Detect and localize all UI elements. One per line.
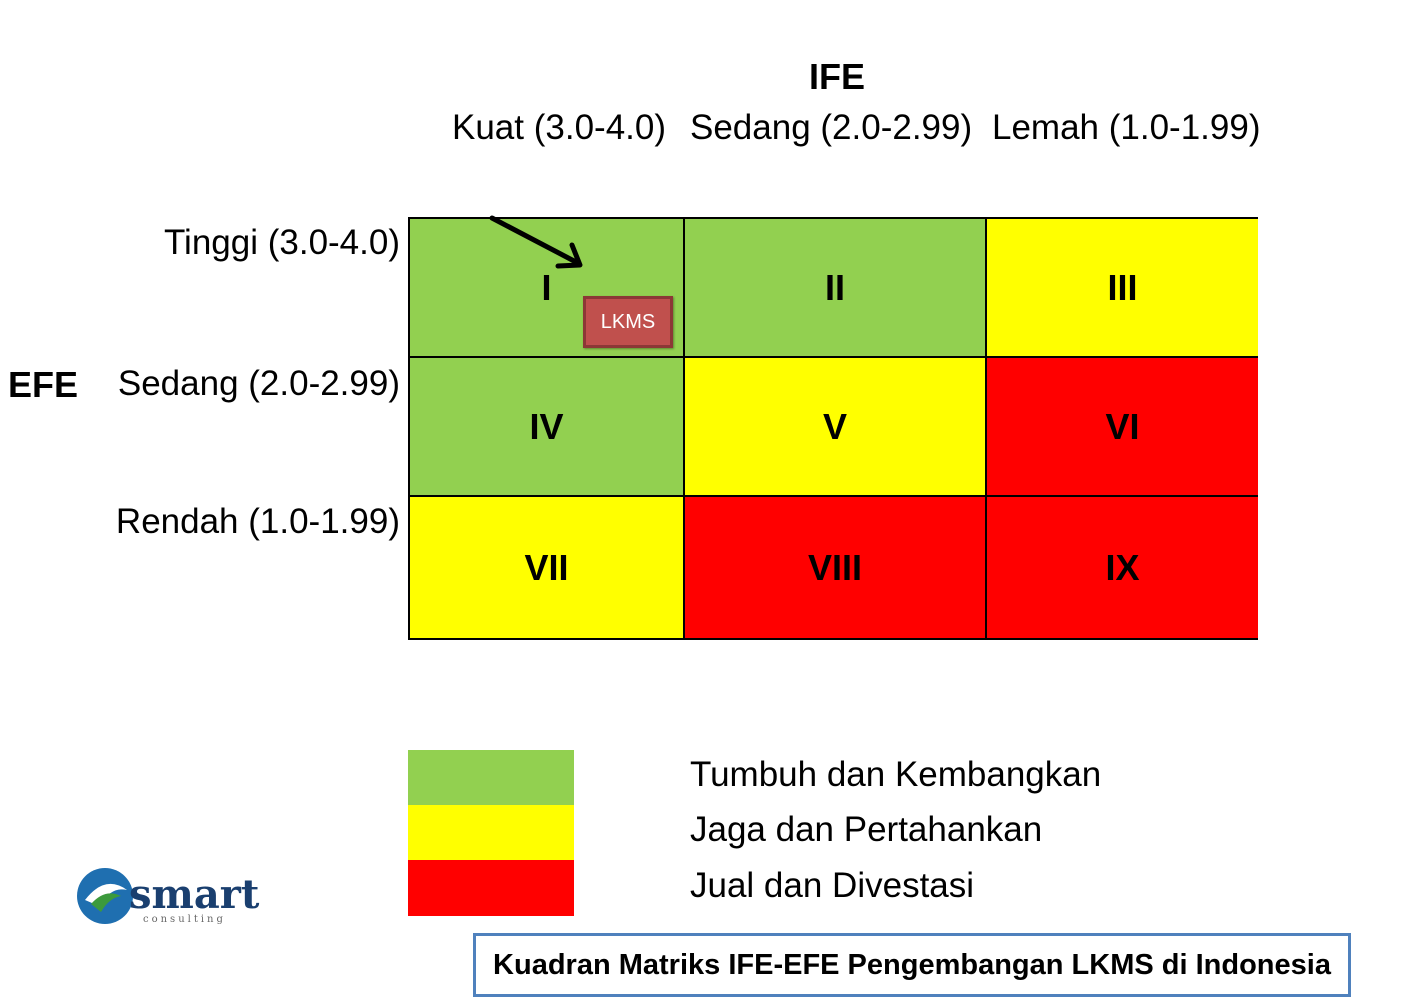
diagram-caption: Kuadran Matriks IFE-EFE Pengembangan LKM…: [473, 933, 1351, 997]
ife-axis-title: IFE: [808, 56, 865, 97]
matrix-cell-4: IV: [410, 358, 685, 497]
matrix-cell-9: IX: [987, 497, 1258, 638]
ife-column-sedang: Sedang (2.0-2.99): [690, 108, 973, 147]
legend-swatch-green: [408, 750, 574, 806]
legend-swatch-yellow: [408, 805, 574, 861]
ife-column-kuat: Kuat (3.0-4.0): [452, 108, 666, 147]
matrix-cell-5: V: [685, 358, 987, 497]
smart-consulting-logo: smart consulting: [77, 868, 260, 925]
logo-subtitle: consulting: [143, 914, 226, 925]
ife-efe-matrix: I II III IV V VI VII VIII IX: [408, 217, 1258, 640]
efe-row-rendah: Rendah (1.0-1.99): [115, 502, 400, 541]
legend-label-grow: Tumbuh dan Kembangkan: [690, 755, 1102, 794]
efe-row-tinggi: Tinggi (3.0-4.0): [163, 223, 400, 262]
arrow-icon: [489, 215, 583, 269]
matrix-cell-8: VIII: [685, 497, 987, 638]
matrix-cell-2: II: [685, 219, 987, 358]
legend-label-hold: Jaga dan Pertahankan: [690, 810, 1043, 849]
matrix-cell-7: VII: [410, 497, 685, 638]
efe-axis-title: EFE: [8, 364, 79, 405]
ife-column-lemah: Lemah (1.0-1.99): [992, 108, 1261, 147]
lkms-marker: LKMS: [583, 296, 673, 348]
matrix-cell-6: VI: [987, 358, 1258, 497]
matrix-cell-3: III: [987, 219, 1258, 358]
legend-swatch-red: [408, 860, 574, 916]
logo-wordmark: smart: [129, 871, 260, 918]
legend-label-divest: Jual dan Divestasi: [690, 866, 975, 905]
efe-row-sedang: Sedang (2.0-2.99): [117, 364, 400, 403]
